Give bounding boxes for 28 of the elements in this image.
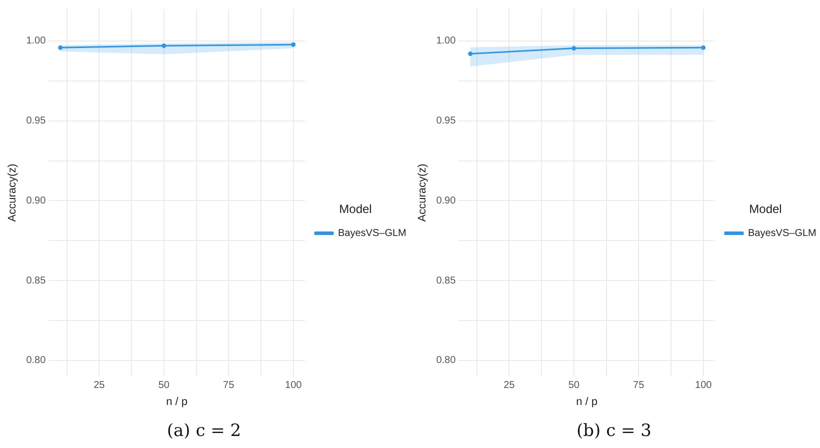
y-tick-label: 0.85 [26, 275, 46, 286]
x-axis-title: n / p [576, 396, 598, 408]
y-axis-title: Accuracy(z) [6, 164, 19, 222]
y-axis-title: Accuracy(z) [416, 164, 429, 222]
x-tick-label: 25 [94, 380, 106, 392]
y-tick-label: 0.85 [436, 275, 456, 286]
y-tick-label: 0.90 [26, 195, 46, 206]
legend-title: Model [749, 202, 782, 216]
x-tick-label: 50 [158, 380, 170, 392]
x-tick-label: 100 [285, 380, 302, 392]
x-tick-label: 50 [568, 380, 580, 392]
y-tick-label: 1.00 [26, 36, 46, 47]
x-tick-label: 75 [223, 380, 235, 392]
y-tick-label: 0.95 [26, 116, 46, 127]
x-axis-title: n / p [166, 396, 188, 408]
y-tick-label: 0.80 [26, 355, 46, 366]
text: (a) c = 2 [166, 421, 242, 442]
y-tick-label: 0.90 [436, 195, 456, 206]
legend-title: Model [339, 202, 372, 216]
y-tick-label: 1.00 [436, 36, 456, 47]
y-tick-label: 0.80 [436, 355, 456, 366]
x-tick-label: 100 [695, 380, 712, 392]
legend-label: BayesVS–GLM [748, 228, 816, 239]
y-tick-label: 0.95 [436, 116, 456, 127]
text: (b) c = 3 [576, 421, 652, 442]
x-tick-label: 75 [633, 380, 645, 392]
legend-label: BayesVS–GLM [338, 228, 406, 239]
x-tick-label: 25 [504, 380, 516, 392]
